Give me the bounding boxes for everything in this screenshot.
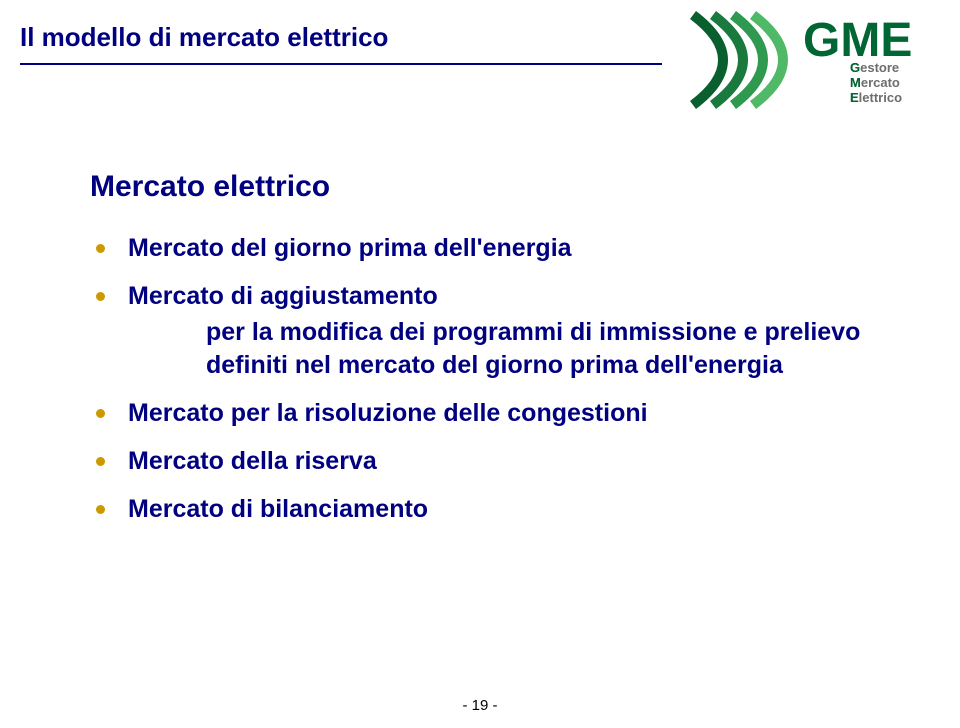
logo-arcs-icon <box>693 15 783 105</box>
list-item: Mercato del giorno prima dell'energia <box>90 232 900 266</box>
bullet-text: Mercato di bilanciamento <box>128 495 428 523</box>
list-item: Mercato di aggiustamento per la modifica… <box>90 280 900 383</box>
slide-content: Mercato elettrico Mercato del giorno pri… <box>90 170 900 540</box>
bullet-text: Mercato di aggiustamento <box>128 282 438 310</box>
page-number: - 19 - <box>0 697 960 714</box>
list-item: Mercato per la risoluzione delle congest… <box>90 397 900 431</box>
logo-sub1-hl: G <box>850 60 860 75</box>
list-item: Mercato della riserva <box>90 445 900 479</box>
title-underline <box>20 63 662 65</box>
bullet-list: Mercato del giorno prima dell'energia Me… <box>90 232 900 526</box>
logo-sub2-hl: M <box>850 75 861 90</box>
bullet-text: Mercato della riserva <box>128 447 377 475</box>
bullet-text: Mercato per la risoluzione delle congest… <box>128 399 648 427</box>
logo-svg: GME Gestore Mercato Elettrico G M E <box>678 10 938 110</box>
bullet-subtext: per la modifica dei programmi di immissi… <box>206 316 900 384</box>
bullet-text: Mercato del giorno prima dell'energia <box>128 234 572 262</box>
section-heading: Mercato elettrico <box>90 170 900 204</box>
logo-sub3-hl: E <box>850 90 859 105</box>
list-item: Mercato di bilanciamento <box>90 493 900 527</box>
gme-logo: GME Gestore Mercato Elettrico G M E <box>678 10 938 110</box>
